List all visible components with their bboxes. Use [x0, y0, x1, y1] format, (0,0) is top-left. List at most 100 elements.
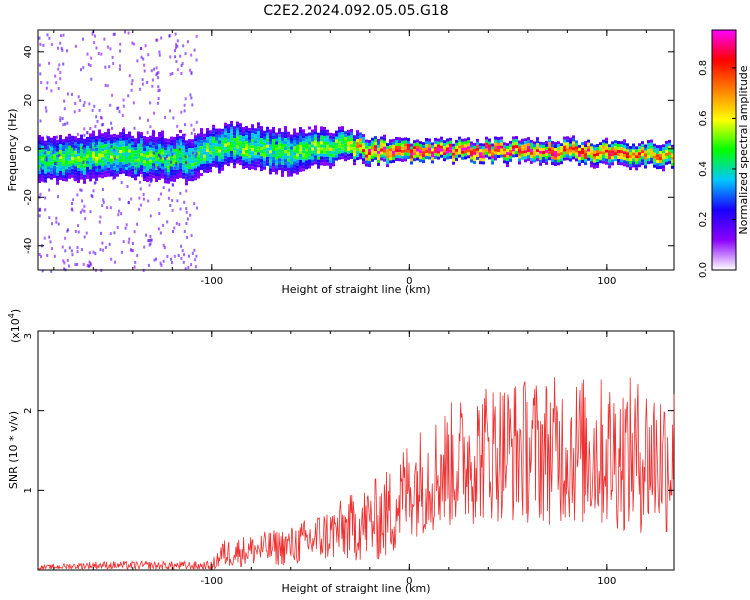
- spectrogram-cell: [167, 165, 170, 169]
- spectrogram-cell: [596, 159, 599, 162]
- spectrogram-cell: [269, 165, 272, 169]
- spectrogram-cell: [59, 135, 62, 138]
- spectrogram-cell: [94, 165, 97, 169]
- spectrogram-cell: [569, 146, 572, 150]
- spectrogram-cell: [133, 265, 136, 269]
- spectrogram-cell: [188, 178, 191, 182]
- spectrogram-cell: [56, 166, 59, 170]
- spectrogram-cell: [176, 149, 179, 152]
- spectrogram-cell: [116, 146, 119, 150]
- spectrogram-cell: [518, 140, 521, 144]
- spectrogram-cell: [190, 131, 193, 135]
- spectrogram-cell: [224, 134, 227, 138]
- spectrogram-cell: [641, 141, 644, 145]
- spectrogram-cell: [542, 160, 545, 163]
- spectrogram-cell: [611, 150, 614, 154]
- spectrogram-cell: [365, 154, 368, 158]
- spectrogram-cell: [164, 171, 167, 175]
- spectrogram-cell: [533, 141, 536, 145]
- spectrogram-cell: [233, 159, 236, 163]
- spectrogram-cell: [112, 177, 115, 181]
- spectrogram-cell: [242, 145, 245, 149]
- snr-series-line: [37, 377, 675, 571]
- spectrogram-cell: [581, 154, 584, 157]
- spectrogram-cell: [72, 138, 75, 142]
- spectrogram-cell: [518, 152, 521, 156]
- spectrogram-cell: [647, 155, 650, 159]
- spectrogram-cell: [626, 155, 629, 159]
- spectrogram-cell: [305, 148, 308, 152]
- spectrogram-cell: [190, 96, 193, 100]
- spectrogram-cell: [554, 157, 557, 160]
- spectrogram-cell: [173, 157, 176, 161]
- spectrogram-cell: [650, 151, 653, 155]
- spectrogram-cell: [269, 141, 272, 145]
- spectrogram-cell: [146, 179, 149, 182]
- spectrogram-cell: [257, 134, 260, 138]
- spectrogram-cell: [50, 170, 53, 174]
- spectrogram-cell: [458, 151, 461, 155]
- spectrogram-cell: [45, 135, 48, 139]
- spectrogram-cell: [533, 153, 536, 157]
- spectrogram-cell: [275, 165, 278, 169]
- spectrogram-cell: [458, 136, 461, 140]
- spectrogram-cell: [305, 160, 308, 164]
- spectrogram-cell: [371, 158, 374, 162]
- spectrogram-cell: [101, 169, 104, 173]
- spectrogram-cell: [512, 151, 515, 155]
- spectrogram-cell: [104, 144, 107, 148]
- spectrogram-cell: [76, 250, 79, 254]
- spectrogram-cell: [206, 155, 209, 158]
- spectrogram-cell: [491, 149, 494, 153]
- spectrogram-cell: [338, 156, 341, 160]
- spectrogram-cell: [383, 143, 386, 147]
- spectrogram-cell: [68, 166, 71, 170]
- spectrogram-cell: [122, 146, 125, 150]
- spectrogram-cell: [185, 161, 188, 165]
- spectrogram-cell: [314, 161, 317, 165]
- spectrogram-cell: [338, 126, 341, 130]
- spectrogram-cell: [83, 159, 86, 163]
- spectrogram-cell: [101, 175, 104, 179]
- spectrogram-cell: [50, 164, 53, 168]
- spectrogram-cell: [332, 163, 335, 167]
- spectrogram-cell: [572, 156, 575, 160]
- spectrogram-cell: [158, 141, 161, 144]
- spectrogram-cell: [153, 258, 156, 262]
- x-tick-label: 0: [406, 276, 412, 287]
- spectrogram-cell: [353, 159, 356, 163]
- spectrogram-cell: [149, 171, 152, 175]
- spectrogram-cell: [527, 155, 530, 159]
- spectrogram-cell: [180, 244, 183, 248]
- spectrogram-cell: [44, 196, 47, 200]
- spectrogram-cell: [98, 147, 101, 151]
- spectrogram-cell: [449, 152, 452, 156]
- spectrogram-cell: [461, 138, 464, 142]
- spectrogram-cell: [188, 154, 191, 158]
- spectrogram-cell: [245, 129, 248, 132]
- spectrogram-cell: [416, 142, 419, 146]
- snr-frame: [37, 330, 675, 571]
- spectrogram-cell: [293, 137, 296, 141]
- spectrogram-cell: [359, 132, 362, 136]
- spectrogram-cell: [236, 136, 239, 140]
- spectrogram-cell: [180, 64, 183, 68]
- spectrogram-cell: [197, 172, 200, 176]
- spectrogram-cell: [617, 144, 620, 147]
- spectrogram-cell: [158, 50, 161, 54]
- spectrogram-cell: [284, 141, 287, 145]
- spectrogram-cell: [152, 169, 155, 173]
- spectrogram-cell: [194, 159, 197, 163]
- spectrogram-cell: [185, 179, 188, 183]
- spectrogram-cell: [107, 134, 110, 138]
- spectrogram-cell: [521, 138, 524, 142]
- spectrogram-cell: [389, 145, 392, 149]
- snr-x-axis-label: Height of straight line (km): [281, 582, 430, 595]
- spectrogram-cell: [95, 177, 98, 181]
- spectrogram-cell: [74, 160, 77, 164]
- spectrogram-cell: [161, 142, 164, 146]
- spectrogram-cell: [102, 248, 105, 252]
- spectrogram-cell: [186, 176, 189, 180]
- spectrogram-cell: [188, 157, 191, 161]
- spectrogram-cell: [155, 136, 158, 140]
